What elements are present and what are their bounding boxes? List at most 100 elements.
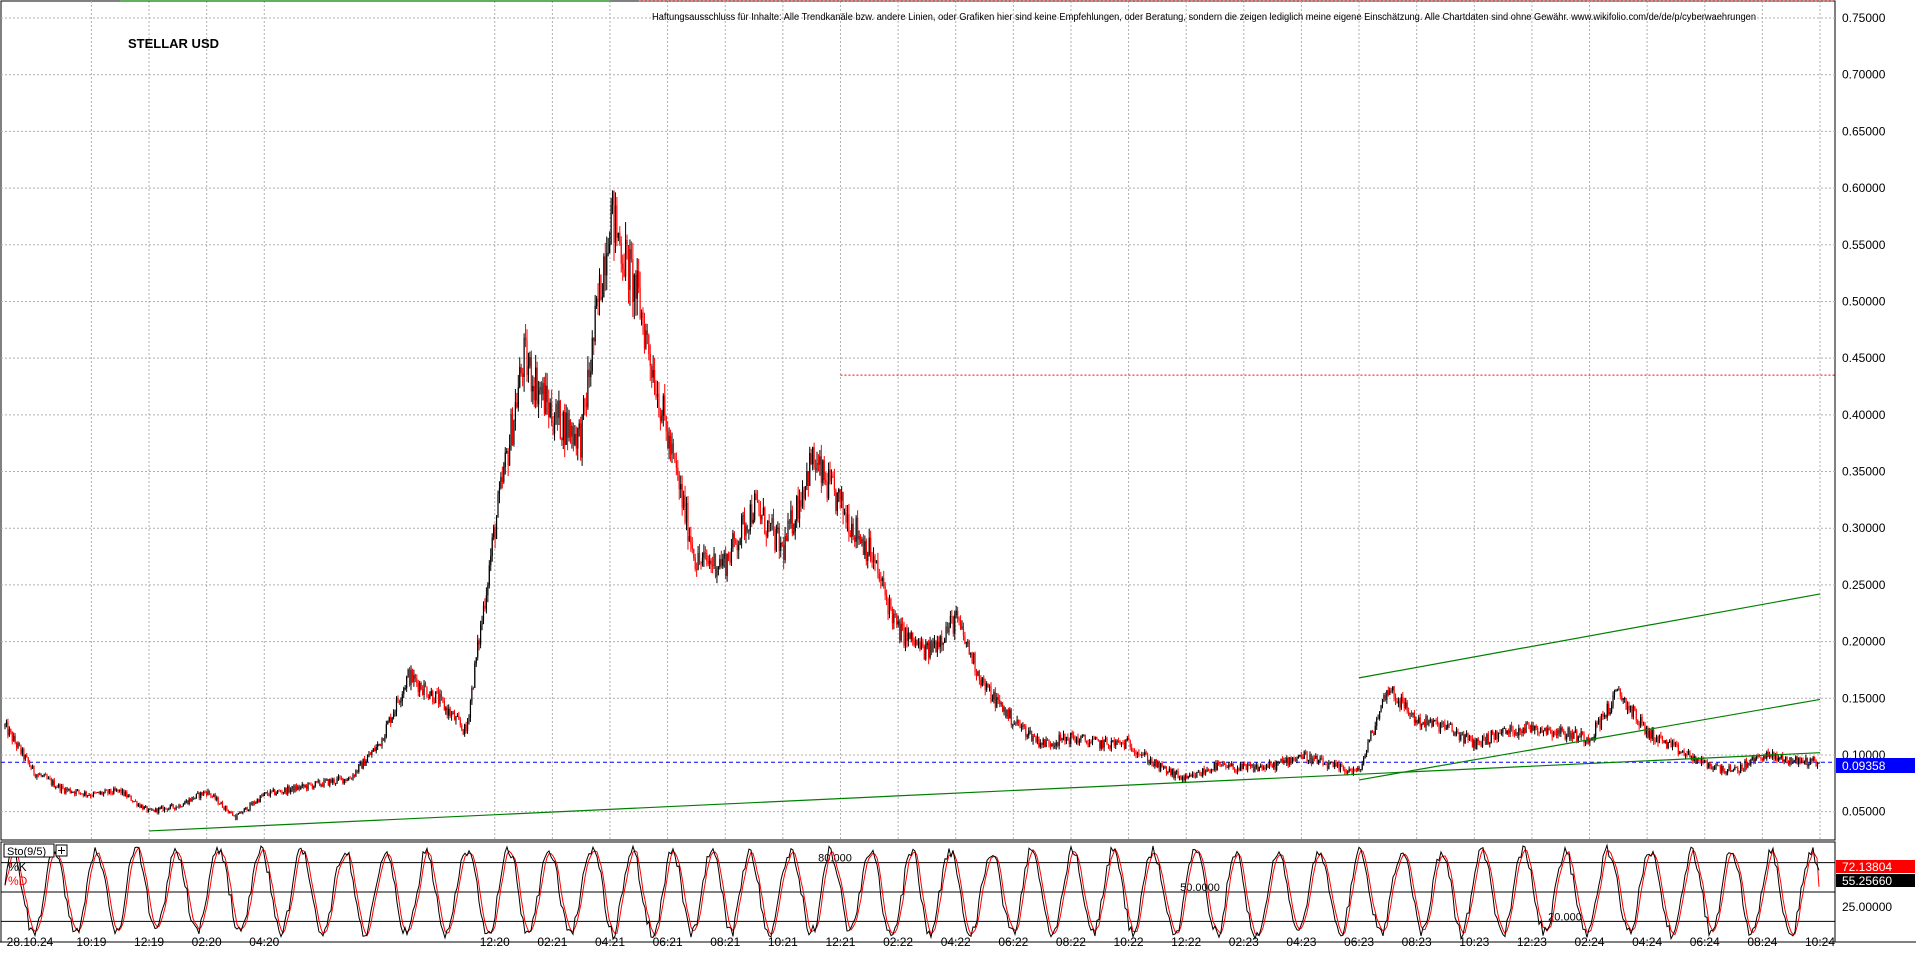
candle-body (1164, 766, 1166, 768)
candle-body (1039, 742, 1041, 748)
candle-body (1238, 768, 1240, 771)
candle-body (745, 525, 747, 536)
candle-body (480, 624, 482, 645)
candle-body (1125, 740, 1127, 749)
candle-body (152, 809, 154, 811)
candle-body (1761, 758, 1763, 761)
candle-body (1696, 758, 1698, 764)
candle-body (181, 806, 183, 808)
candle-body (1727, 769, 1729, 773)
candle-body (991, 699, 994, 702)
candle-body (1724, 770, 1726, 774)
sto-level-label: 50.0000 (1180, 882, 1220, 894)
candle-body (901, 623, 904, 626)
candle-body (775, 528, 777, 551)
candle-body (859, 535, 862, 544)
candle-body (229, 812, 231, 814)
candle-body (1451, 723, 1453, 732)
x-tick-label: 04:22 (941, 935, 971, 948)
candle-body (752, 519, 754, 524)
candle-body (1521, 731, 1523, 733)
candle-body (1661, 736, 1663, 741)
plus-square-icon[interactable] (55, 844, 68, 857)
candle-body (121, 789, 124, 794)
candle-body (1119, 741, 1121, 744)
candle-body (868, 537, 870, 555)
candle-body (591, 337, 593, 372)
candle-body (1744, 760, 1746, 771)
candle-body (433, 701, 435, 703)
y-tick-label: 0.05000 (1842, 805, 1886, 819)
candle-body (304, 785, 306, 787)
candle-body (606, 253, 608, 276)
candle-body (1529, 725, 1531, 732)
candle-body (1231, 763, 1233, 767)
candle-body (1042, 739, 1044, 745)
candle-body (1381, 699, 1384, 706)
x-tick-label: 10:23 (1459, 935, 1489, 948)
candle-body (1210, 769, 1212, 773)
candle-body (532, 386, 534, 392)
candle-body (716, 568, 718, 577)
candle-body (546, 385, 548, 403)
candle-body (465, 724, 467, 731)
candle-body (1136, 752, 1139, 756)
candle-body (17, 742, 19, 748)
candle-body (1158, 761, 1160, 771)
x-tick-label: 08:23 (1402, 935, 1432, 948)
candle-body (896, 614, 898, 625)
candle-body (4, 724, 6, 727)
candle-body (1742, 769, 1745, 771)
stochastic-lines (4, 843, 1820, 941)
candle-body (1010, 709, 1012, 726)
candle-body (366, 756, 369, 762)
candle-body (379, 743, 382, 746)
candle-body (632, 259, 634, 303)
candle-body (967, 641, 969, 643)
candle-body (877, 560, 879, 574)
candles (4, 190, 1820, 821)
candle-body (681, 484, 683, 508)
candle-body (390, 717, 392, 723)
candle-body (1479, 741, 1481, 743)
candle-body (301, 784, 303, 787)
candle-body (944, 639, 946, 643)
candle-body (1241, 763, 1243, 770)
candle-body (906, 627, 908, 641)
candle-body (1725, 772, 1727, 774)
candle-body (1403, 702, 1405, 708)
candle-body (211, 796, 213, 798)
candle-body (1522, 727, 1524, 733)
candle-body (401, 694, 403, 701)
sto-d-line (4, 846, 1820, 938)
candle-body (858, 535, 860, 540)
candle-body (313, 785, 315, 789)
candle-body (688, 536, 690, 542)
candle-body (1055, 742, 1057, 746)
candle-body (622, 263, 624, 270)
candle-body (217, 797, 219, 805)
candle-body (801, 489, 804, 507)
candle-body (404, 688, 406, 690)
candle-body (107, 790, 109, 794)
candle-body (1429, 719, 1431, 721)
candle-body (1128, 738, 1130, 741)
candle-body (1183, 776, 1185, 781)
candle-body (678, 475, 680, 490)
candle-body (1048, 740, 1050, 745)
candle-body (993, 692, 995, 700)
candle-body (350, 778, 353, 780)
candle-body (862, 538, 864, 555)
candle-body (536, 367, 538, 405)
candle-body (1716, 763, 1719, 766)
candle-body (1647, 727, 1649, 738)
candle-body (1615, 690, 1617, 692)
candle-body (1290, 757, 1292, 763)
candle-body (1107, 744, 1110, 746)
candle-body (1099, 740, 1101, 749)
x-tick-label: 04:23 (1286, 935, 1316, 948)
candle-body (469, 701, 472, 718)
candle-body (321, 784, 324, 787)
candle-body (1202, 768, 1204, 777)
candle-body (46, 775, 48, 779)
